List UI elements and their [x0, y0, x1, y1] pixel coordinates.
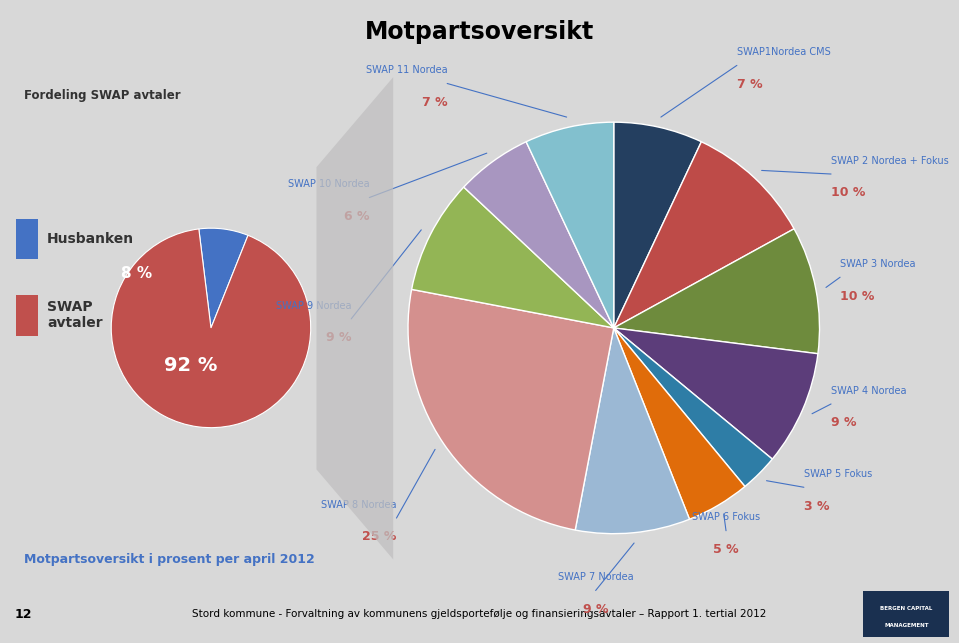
Text: 7 %: 7 % [737, 78, 762, 91]
Wedge shape [614, 229, 820, 354]
Text: SWAP 2 Nordea + Fokus: SWAP 2 Nordea + Fokus [831, 156, 948, 166]
Text: 8 %: 8 % [121, 266, 152, 280]
Text: 9 %: 9 % [326, 331, 351, 344]
Text: Motpartsoversikt i prosent per april 2012: Motpartsoversikt i prosent per april 201… [24, 553, 315, 566]
Text: SWAP1Nordea CMS: SWAP1Nordea CMS [737, 47, 830, 57]
Text: Stord kommune - Forvaltning av kommunens gjeldsportefølje og finansieringsavtale: Stord kommune - Forvaltning av kommunens… [193, 609, 766, 619]
Wedge shape [464, 141, 614, 328]
Bar [863, 591, 949, 637]
Text: 3 %: 3 % [804, 500, 830, 512]
Text: BERGEN CAPITAL: BERGEN CAPITAL [880, 606, 932, 611]
Wedge shape [111, 229, 311, 428]
Text: 10 %: 10 % [831, 186, 865, 199]
Text: Motpartsoversikt: Motpartsoversikt [364, 20, 595, 44]
Text: 9 %: 9 % [831, 416, 856, 430]
Text: 6 %: 6 % [344, 210, 369, 223]
Text: SWAP 7 Nordea: SWAP 7 Nordea [558, 572, 634, 583]
Text: 12: 12 [14, 608, 32, 620]
Wedge shape [614, 122, 701, 328]
Text: SWAP
avtaler: SWAP avtaler [47, 300, 103, 331]
Text: 7 %: 7 % [422, 96, 447, 109]
Text: SWAP 10 Nordea: SWAP 10 Nordea [288, 179, 369, 189]
Wedge shape [614, 328, 818, 459]
Text: SWAP 6 Fokus: SWAP 6 Fokus [692, 512, 760, 523]
Text: Husbanken: Husbanken [47, 232, 134, 246]
Text: Fordeling SWAP avtaler: Fordeling SWAP avtaler [24, 89, 180, 102]
Text: 9 %: 9 % [583, 603, 608, 616]
Wedge shape [575, 328, 690, 534]
Text: SWAP 8 Nordea: SWAP 8 Nordea [321, 500, 396, 510]
Text: SWAP 5 Fokus: SWAP 5 Fokus [804, 469, 872, 479]
Wedge shape [614, 141, 794, 328]
Text: 92 %: 92 % [164, 356, 218, 375]
Text: SWAP 9 Nordea: SWAP 9 Nordea [275, 301, 351, 311]
Wedge shape [199, 228, 248, 328]
Text: 5 %: 5 % [713, 543, 738, 556]
Text: SWAP 4 Nordea: SWAP 4 Nordea [831, 386, 906, 395]
Wedge shape [526, 122, 614, 328]
Bar [15, 295, 38, 336]
Wedge shape [411, 187, 614, 328]
Text: 10 %: 10 % [840, 289, 875, 303]
Wedge shape [614, 328, 772, 487]
Bar [15, 219, 38, 259]
Text: 25 %: 25 % [363, 530, 396, 543]
Text: MANAGEMENT: MANAGEMENT [884, 623, 928, 628]
Wedge shape [408, 289, 614, 530]
Text: SWAP 11 Nordea: SWAP 11 Nordea [365, 65, 447, 75]
Text: SWAP 3 Nordea: SWAP 3 Nordea [840, 259, 916, 269]
Wedge shape [614, 328, 745, 520]
